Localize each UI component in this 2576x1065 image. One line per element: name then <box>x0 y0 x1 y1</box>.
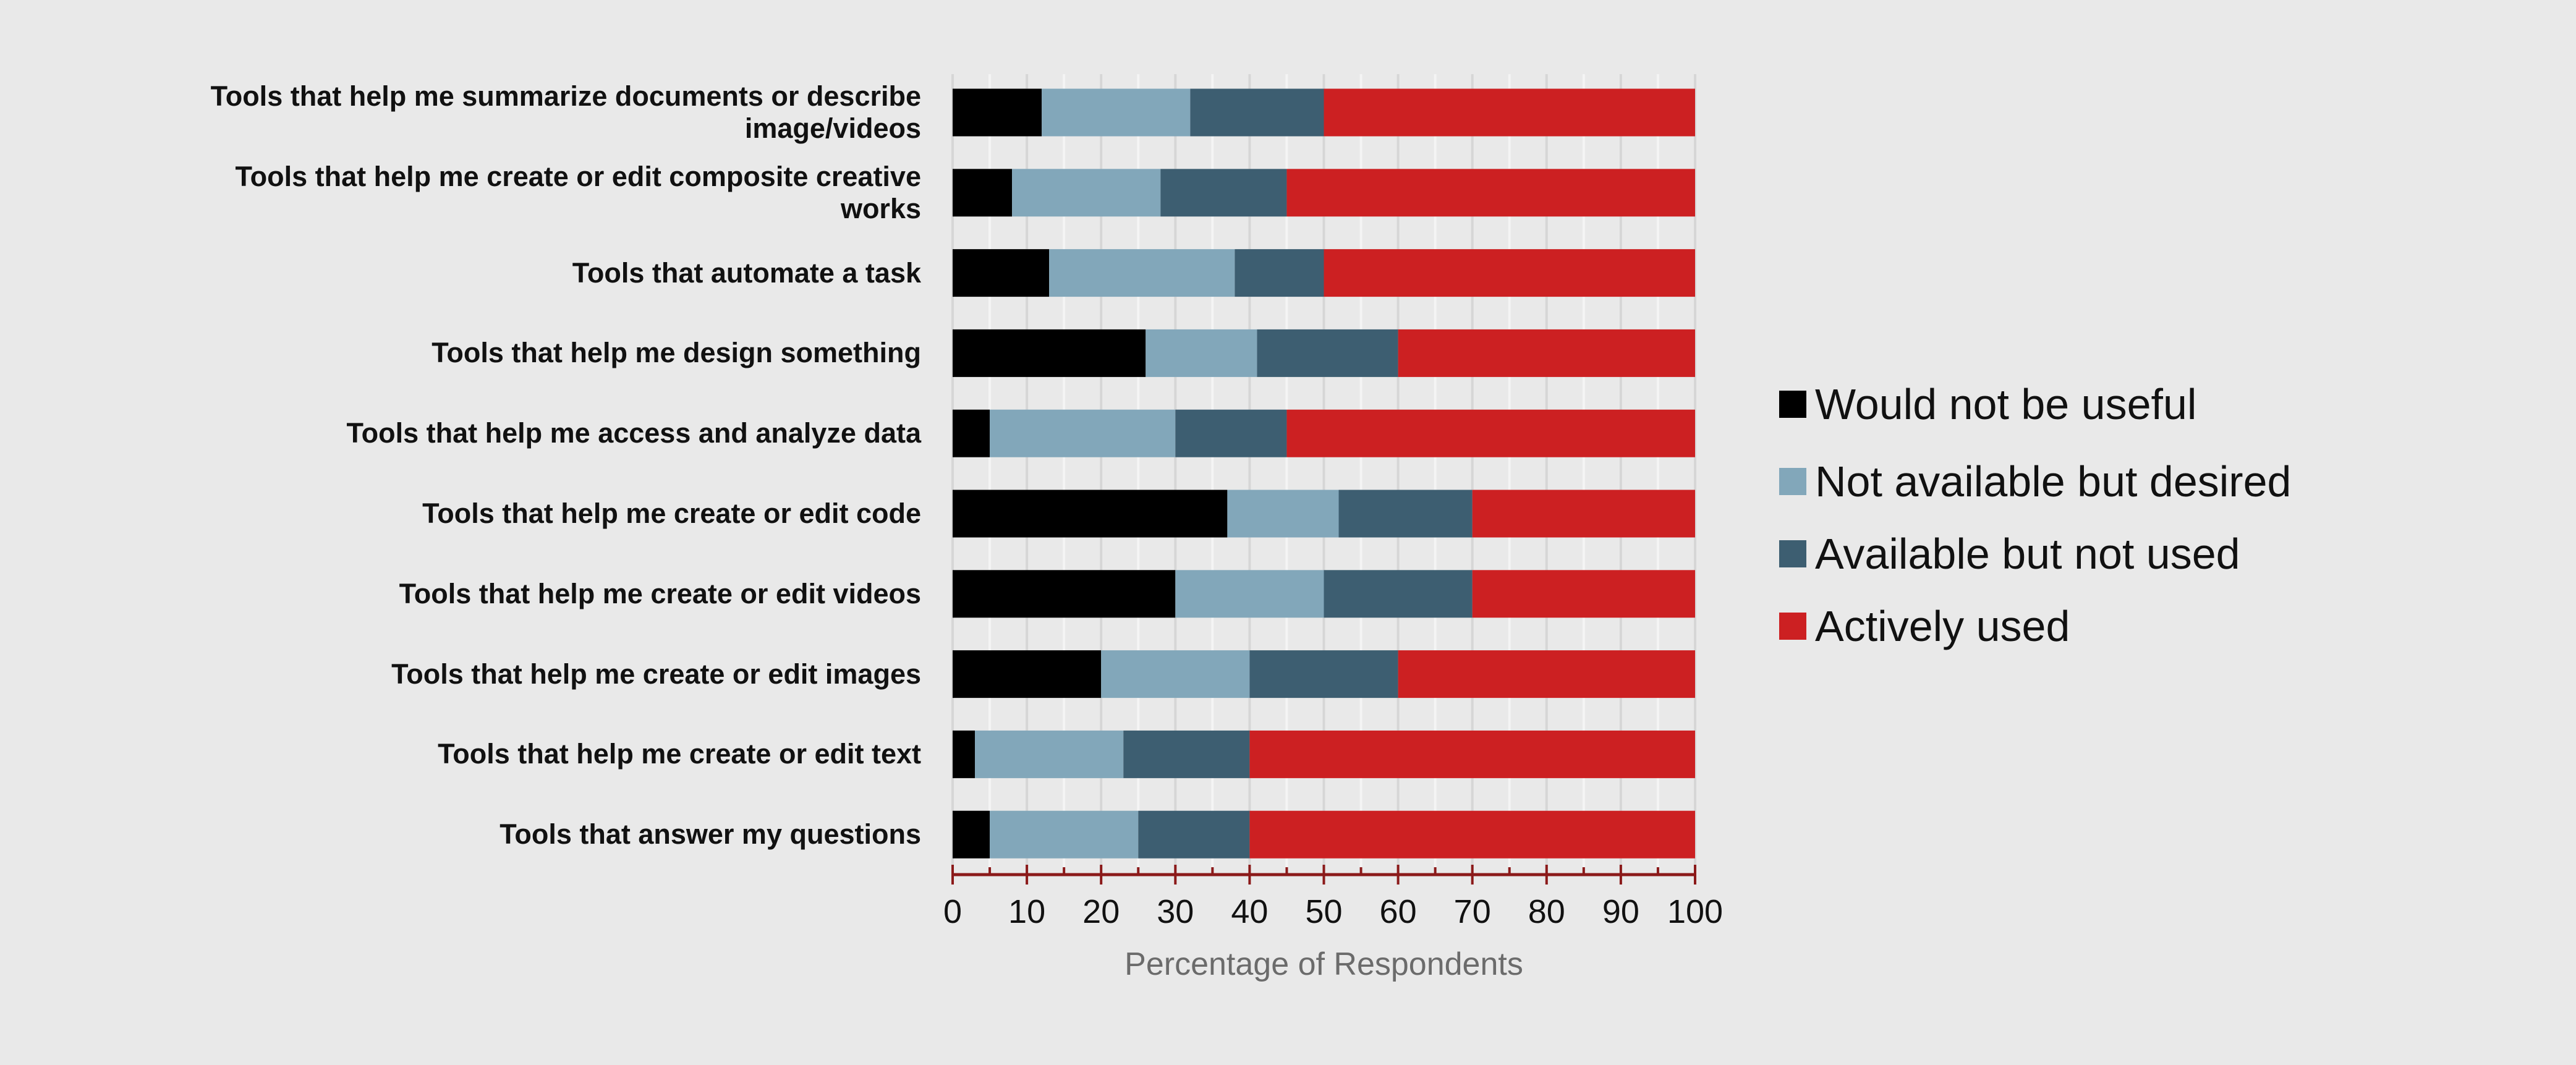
x-tick-label: 90 <box>1602 893 1639 930</box>
bar-segment <box>1175 570 1324 618</box>
category-label: Tools that help me create or edit compos… <box>235 160 922 224</box>
legend-item: Not available but desired <box>1779 457 2291 506</box>
bar-segment <box>1012 169 1161 217</box>
bar-segment <box>1101 650 1250 698</box>
bar-segment <box>1190 88 1324 137</box>
bar-segment <box>1249 810 1695 859</box>
x-axis-label: Percentage of Respondents <box>1124 946 1523 982</box>
bar-segment <box>1049 249 1235 297</box>
category-label: Tools that answer my questions <box>499 818 921 851</box>
legend-swatch <box>1779 391 1806 418</box>
legend-swatch <box>1779 540 1806 567</box>
legend-item: Would not be useful <box>1779 380 2196 429</box>
category-label: Tools that help me create or edit images <box>391 658 921 690</box>
category-label: Tools that help me design something <box>431 337 921 369</box>
bar-segment <box>1249 650 1398 698</box>
x-tick-label: 20 <box>1082 893 1120 930</box>
bar-segment <box>990 409 1176 457</box>
bar-segment <box>1472 570 1695 618</box>
bar-segment <box>953 329 1146 377</box>
bar-segment <box>1286 169 1695 217</box>
category-label: Tools that automate a task <box>572 257 921 289</box>
bar-segment <box>953 730 976 778</box>
bar-segment <box>990 810 1139 859</box>
x-tick-label: 10 <box>1008 893 1045 930</box>
legend-label: Actively used <box>1815 602 2070 650</box>
bar-segment <box>1324 570 1473 618</box>
bar-segment <box>1175 409 1287 457</box>
bar-segment <box>1338 490 1473 538</box>
legend-label: Would not be useful <box>1815 380 2197 428</box>
bar-segment <box>953 88 1042 137</box>
x-tick-label: 50 <box>1305 893 1342 930</box>
category-label: Tools that help me summarize documents o… <box>210 80 921 144</box>
bar-segment <box>953 249 1050 297</box>
bar-segment <box>953 570 1176 618</box>
bar-segment <box>1123 730 1250 778</box>
bar-segment <box>953 409 990 457</box>
bar-segment <box>1227 490 1339 538</box>
bar-segment <box>953 169 1013 217</box>
bar-segment <box>1249 730 1695 778</box>
bar-segment <box>1042 88 1191 137</box>
x-tick-label: 40 <box>1231 893 1268 930</box>
bar-segment <box>1398 650 1695 698</box>
legend-item: Actively used <box>1779 601 2070 651</box>
legend-swatch <box>1779 468 1806 495</box>
bar-segment <box>953 810 990 859</box>
bar-segment <box>1286 409 1695 457</box>
legend-label: Not available but desired <box>1815 457 2292 506</box>
x-tick-label: 70 <box>1454 893 1491 930</box>
legend-item: Available but not used <box>1779 529 2240 579</box>
bar-segment <box>953 490 1228 538</box>
bar-segment <box>1160 169 1287 217</box>
bar-segment <box>1398 329 1695 377</box>
bar-segment <box>975 730 1124 778</box>
bar-segment <box>1235 249 1324 297</box>
bar-segment <box>1146 329 1257 377</box>
x-tick-label: 30 <box>1157 893 1194 930</box>
x-tick-label: 60 <box>1380 893 1417 930</box>
category-label: Tools that help me create or edit code <box>422 498 921 529</box>
x-tick-label: 0 <box>943 893 962 930</box>
bar-segment <box>1472 490 1695 538</box>
category-label: Tools that help me create or edit videos <box>399 577 921 609</box>
x-tick-label: 100 <box>1667 893 1723 930</box>
bar-segment <box>1324 249 1695 297</box>
legend-label: Available but not used <box>1815 530 2240 578</box>
category-label: Tools that help me access and analyze da… <box>346 417 922 449</box>
legend-swatch <box>1779 613 1806 640</box>
bar-segment <box>953 650 1102 698</box>
x-tick-label: 80 <box>1528 893 1565 930</box>
bar-segment <box>1324 88 1695 137</box>
bar-segment <box>1138 810 1250 859</box>
bar-segment <box>1257 329 1398 377</box>
category-label: Tools that help me create or edit text <box>438 738 921 770</box>
